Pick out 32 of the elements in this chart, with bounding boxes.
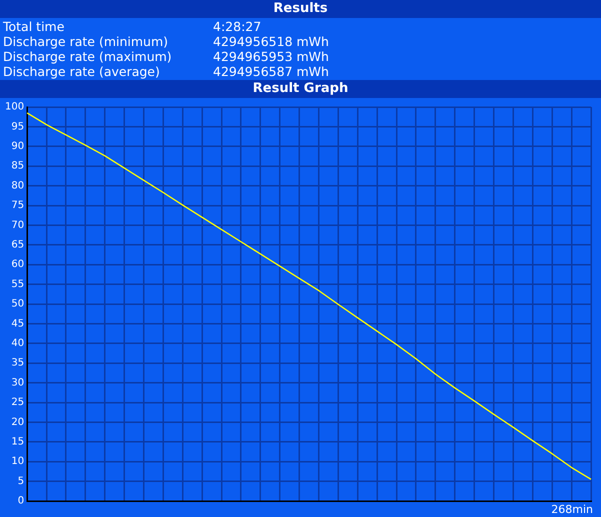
y-tick-label: 25 [11,397,24,408]
text: Discharge rate (average) [3,64,161,79]
text: 4294956587 mWh [213,64,329,79]
y-tick-label: 80 [11,180,24,192]
text: 268min [551,503,593,516]
chart-subtitle: Result Graph [0,80,601,98]
y-tick-label: 75 [11,200,24,212]
y-tick-label: 5 [18,476,24,487]
y-tick-label: 90 [11,140,24,152]
y-tick-label: 40 [11,338,24,349]
y-tick-label: 20 [11,416,24,428]
y-tick-label: 45 [11,318,24,330]
y-tick-label: 15 [11,436,24,448]
y-tick-label: 85 [11,160,24,172]
y-tick-label: 50 [11,298,24,310]
y-tick-label: 70 [11,220,24,231]
text: Discharge rate (maximum) [3,49,173,64]
y-tick-label: 65 [11,239,24,250]
text: 4:28:27 [213,19,262,34]
text: Total time [3,19,66,34]
y-tick-label: 35 [11,358,24,369]
y-tick-label: 60 [11,259,24,270]
chart-title: Results [0,0,601,18]
text: 4294965953 mWh [213,49,329,64]
y-tick-label: 100 [4,102,24,113]
y-tick-label: 0 [18,496,24,507]
y-tick-label: 10 [11,456,24,468]
text: Discharge rate (minimum) [3,34,170,49]
y-tick-label: 55 [11,278,24,290]
y-tick-label: 30 [11,377,24,388]
text: 4294956518 mWh [213,34,329,49]
y-tick-label: 95 [11,121,24,132]
